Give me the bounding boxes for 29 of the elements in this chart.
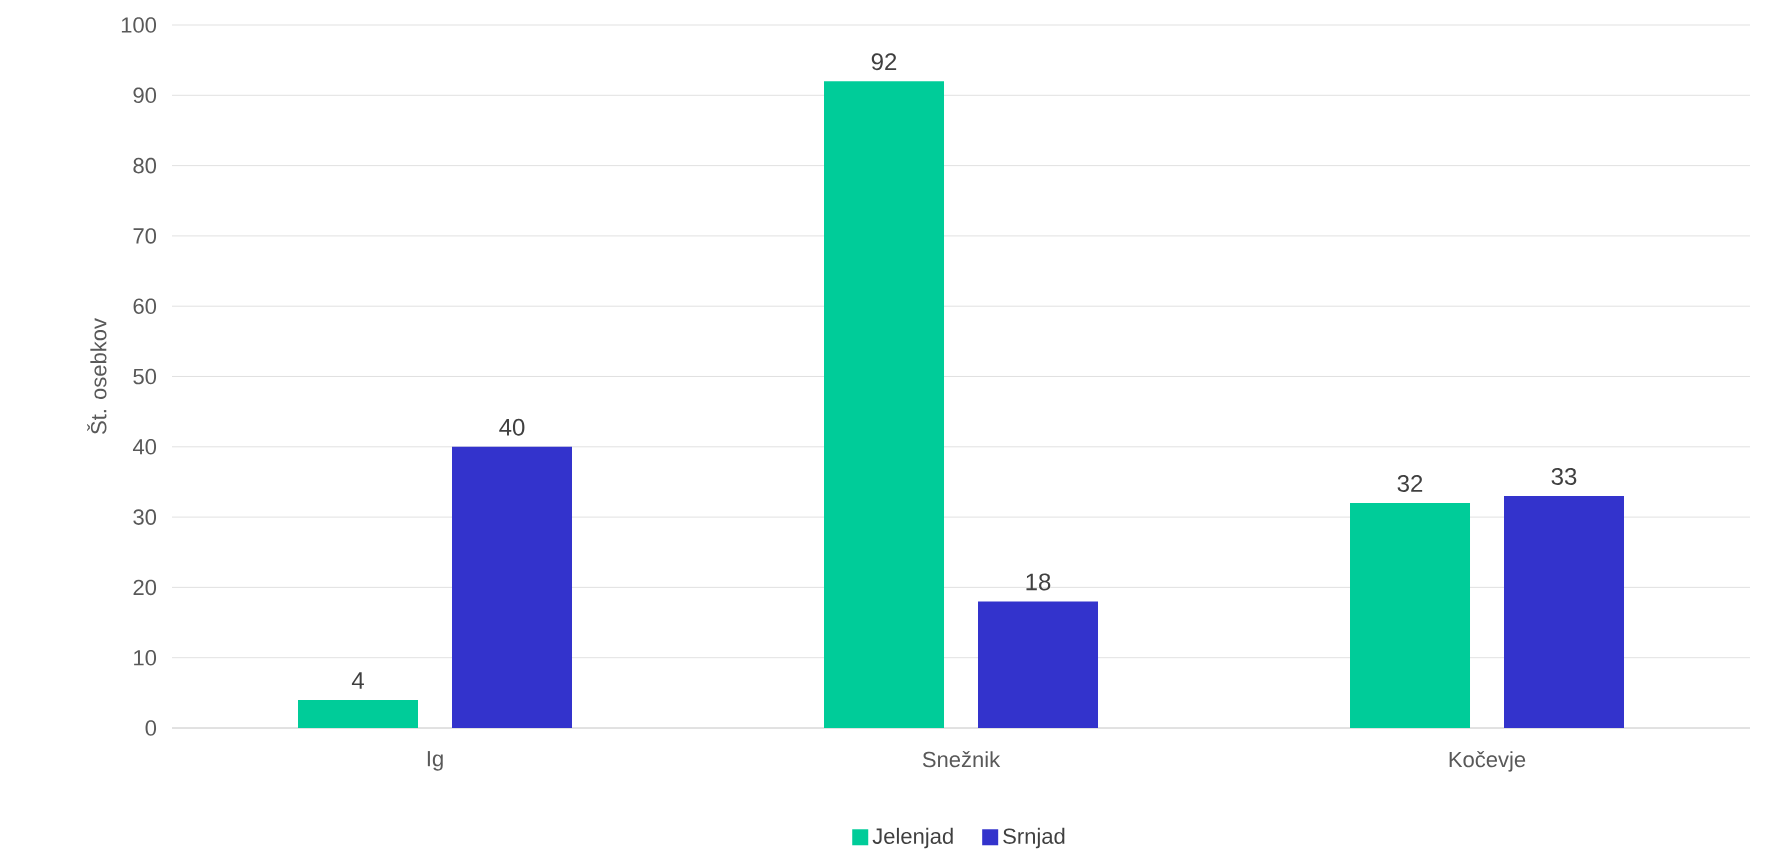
bar [978,601,1098,728]
bar [1350,503,1471,728]
data-label: 92 [871,53,897,71]
y-tick-label: 80 [133,157,157,174]
bar [824,81,945,728]
x-tick-label: Kočevje [1449,751,1526,772]
y-tick-label: 70 [133,228,157,244]
y-tick-label: 30 [133,509,157,525]
y-tick-label: 90 [133,87,157,104]
y-tick-label: 10 [134,649,157,666]
bar [1504,496,1625,728]
x-tick-label: Ig [427,751,443,771]
legend-label: Jelenjad [872,827,953,849]
y-tick-label: 100 [121,17,157,33]
y-tick-label: 60 [133,298,157,314]
bar [298,699,418,728]
y-axis-title: Št. osebkov [87,318,107,434]
y-tick-label: 0 [145,720,157,736]
y-tick-label: 50 [133,368,157,385]
legend-label: Srnjad [1003,827,1065,849]
data-label: 4 [351,672,364,689]
data-label: 18 [1026,573,1051,591]
data-label: 32 [1397,474,1423,492]
data-label: 33 [1551,467,1577,485]
bar [452,446,572,728]
y-tick-label: 20 [133,579,157,596]
x-tick-label: Snežnik [922,751,1001,768]
y-tick-label: 40 [132,439,157,455]
data-label: 40 [499,418,525,436]
